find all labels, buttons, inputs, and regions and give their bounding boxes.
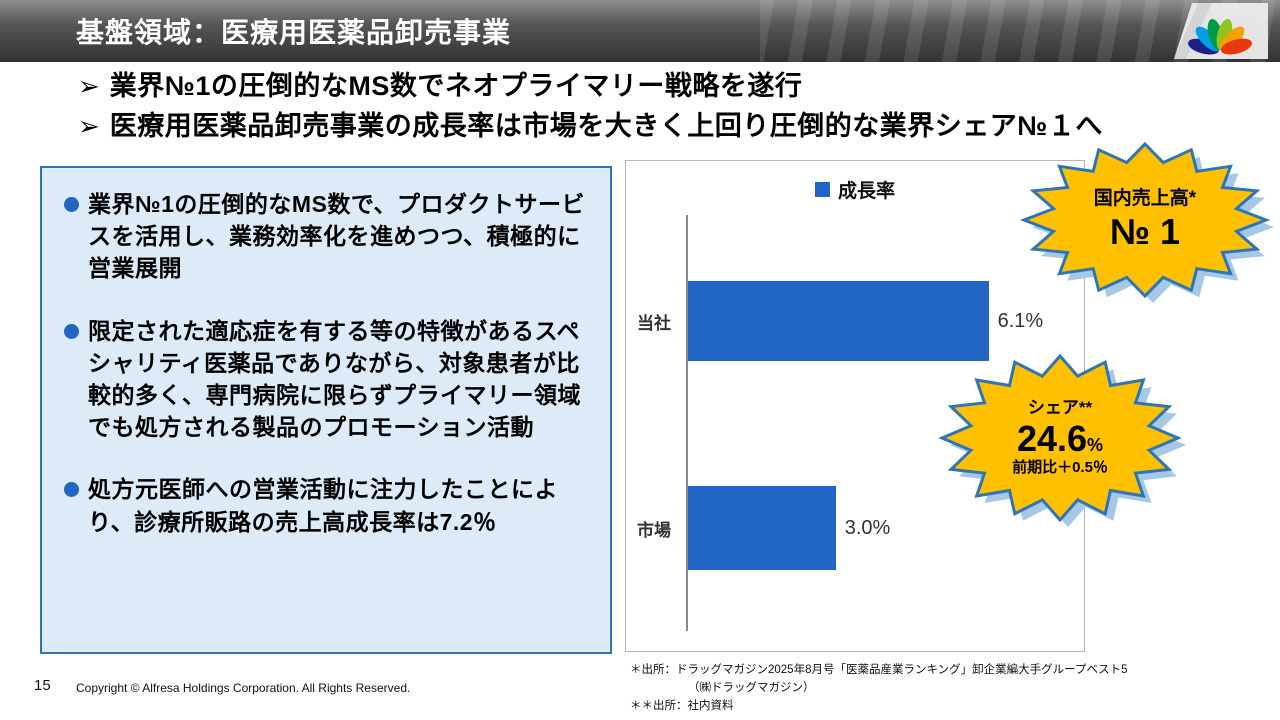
list-item-text: 限定された適応症を有する等の特徴があるスペシャリティ医薬品でありながら、対象患者… bbox=[88, 317, 582, 441]
legend-label: 成長率 bbox=[837, 181, 895, 202]
footnote-line: ＊出所：ドラッグマガジン2025年8月号「医薬品産業ランキング」卸企業編大手グル… bbox=[630, 664, 1128, 676]
chart-bar-row: 市場 3.0% bbox=[637, 486, 1082, 570]
footnote-line: （㈱ドラッグマガジン） bbox=[688, 681, 815, 694]
chart-bar bbox=[688, 486, 836, 570]
bullet-dot-icon bbox=[64, 323, 79, 339]
badge-value: 24.6 bbox=[1016, 417, 1088, 459]
list-item: 業界№1の圧倒的なMS数で、プロダクトサービスを活用し、業務効率化を進めつつ、積… bbox=[64, 188, 590, 285]
arrow-bullet-icon: ➢ bbox=[78, 71, 100, 101]
key-point-text: 業界№1の圧倒的なMS数でネオプライマリー戦略を遂行 bbox=[109, 71, 803, 101]
arrow-bullet-icon: ➢ bbox=[78, 110, 100, 141]
value-label: 3.0% bbox=[844, 516, 891, 539]
category-label: 市場 bbox=[637, 520, 671, 540]
legend-swatch-icon bbox=[814, 182, 830, 197]
list-item: 限定された適応症を有する等の特徴があるスペシャリティ医薬品でありながら、対象患者… bbox=[64, 315, 590, 444]
badge-unit: % bbox=[1087, 434, 1104, 455]
key-point: ➢ 業界№1の圧倒的なMS数でネオプライマリー戦略を遂行 bbox=[78, 70, 1248, 104]
no1-badge-text: 国内売上高* № 1 bbox=[1018, 138, 1272, 302]
list-item: 処方元医師への営業活動に注力したことにより、診療所販路の売上高成長率は7.2％ bbox=[64, 473, 590, 537]
bullet-dot-icon bbox=[64, 482, 79, 498]
badge-label: シェア** bbox=[1027, 398, 1093, 418]
list-item-text: 業界№1の圧倒的なMS数で、プロダクトサービスを活用し、業務効率化を進めつつ、積… bbox=[88, 191, 586, 282]
category-label: 当社 bbox=[637, 313, 671, 333]
chart-legend: 成長率 bbox=[626, 176, 1084, 203]
value-label: 6.1% bbox=[997, 309, 1044, 332]
list-item-text: 処方元医師への営業活動に注力したことにより、診療所販路の売上高成長率は7.2％ bbox=[88, 476, 558, 535]
key-point: ➢ 医療用医薬品卸売事業の成長率は市場を大きく上回り圧倒的な業界シェア№１へ bbox=[78, 110, 1248, 144]
page-number: 15 bbox=[34, 677, 51, 694]
key-points: ➢ 業界№1の圧倒的なMS数でネオプライマリー戦略を遂行 ➢ 医療用医薬品卸売事… bbox=[78, 70, 1248, 150]
badge-label: 国内売上高* bbox=[1093, 187, 1197, 209]
slide-header: 基盤領域：医療用医薬品卸売事業 bbox=[0, 0, 1280, 62]
page-title: 基盤領域：医療用医薬品卸売事業 bbox=[76, 17, 512, 48]
starburst-icon bbox=[938, 353, 1186, 527]
footnote-line: ＊＊出所：社内資料 bbox=[630, 699, 734, 712]
chart-bar-row: 当社 6.1% bbox=[637, 281, 1082, 361]
badge-value-row: 24.6% bbox=[1016, 417, 1104, 459]
copyright-text: Copyright © Alfresa Holdings Corporation… bbox=[76, 681, 411, 695]
highlights-panel: 業界№1の圧倒的なMS数で、プロダクトサービスを活用し、業務効率化を進めつつ、積… bbox=[40, 166, 612, 654]
key-point-text: 医療用医薬品卸売事業の成長率は市場を大きく上回り圧倒的な業界シェア№１へ bbox=[109, 110, 1103, 141]
bullet-dot-icon bbox=[64, 197, 79, 212]
share-badge-text: シェア** 24.6% 前期比＋0.5％ bbox=[936, 350, 1184, 526]
footnotes: ＊出所：ドラッグマガジン2025年8月号「医薬品産業ランキング」卸企業編大手グル… bbox=[630, 662, 1128, 715]
chart-bar bbox=[688, 281, 989, 361]
alfresa-logo-icon bbox=[1168, 3, 1268, 59]
chart-plot-area: 当社 6.1% 市場 3.0% bbox=[637, 215, 1082, 631]
no1-badge: 国内売上高* № 1 bbox=[1018, 138, 1274, 303]
starburst-icon bbox=[1019, 141, 1274, 303]
badge-subtext: 前期比＋0.5％ bbox=[1012, 459, 1108, 477]
badge-value: № 1 bbox=[1109, 210, 1181, 252]
share-badge: シェア** 24.6% 前期比＋0.5％ bbox=[936, 350, 1186, 527]
alfresa-logo-graphic bbox=[1174, 3, 1268, 59]
